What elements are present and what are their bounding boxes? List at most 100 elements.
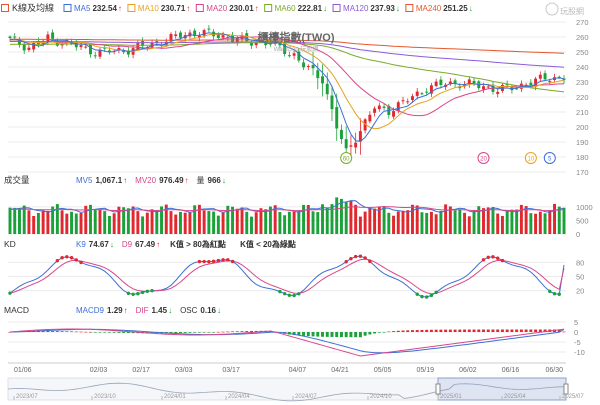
volume-bar [193, 205, 197, 234]
candle-body [98, 49, 102, 57]
volume-bar [401, 210, 405, 234]
candle-body [339, 129, 343, 140]
osc-bar [98, 332, 102, 333]
volume-bar [136, 211, 140, 234]
navigator-handle-right[interactable] [563, 383, 569, 395]
volume-bar [453, 210, 457, 234]
candle-body [325, 83, 329, 95]
navigator-handle-left[interactable] [435, 383, 441, 395]
candle-body [467, 79, 471, 85]
osc-bar [425, 329, 429, 332]
osc-bar [93, 332, 97, 333]
volume-bar [79, 212, 83, 234]
volume-bar [278, 212, 282, 234]
volume-bar [212, 211, 216, 234]
checkbox-icon[interactable] [63, 4, 72, 12]
volume-bar [482, 208, 485, 234]
ma-legend: MA5 232.54 ↑ MA10 230.71 ↑ MA20 230.01 ↑ MA60 222.… [63, 4, 473, 13]
y-tick-label: 200 [576, 123, 589, 132]
osc-bar [325, 332, 329, 337]
kd-red-dot [363, 256, 367, 260]
candle-body [46, 34, 50, 42]
candle-body [174, 34, 178, 36]
volume-bar [500, 216, 504, 234]
legend-label: MA5 [74, 4, 91, 13]
volume-bar [207, 211, 211, 234]
volume-bar [557, 206, 561, 234]
ma5-line [9, 32, 565, 142]
osc-bar [188, 332, 192, 333]
volume-bar [311, 211, 315, 234]
checkbox-icon[interactable] [405, 4, 414, 12]
candle-body [382, 106, 386, 108]
kd-green-dot [552, 292, 557, 296]
x-tick-label: 06/02 [459, 367, 477, 374]
candle-body [429, 85, 433, 94]
range-navigator[interactable]: 2023/07 2023/10 2024/01 2024/04 2024/07 2024/… [7, 377, 584, 402]
volume-bar [519, 204, 523, 234]
volume-bar [373, 208, 377, 234]
candle-body [287, 55, 291, 57]
ma-marker-label: 10 [528, 157, 535, 163]
volume-bar [392, 215, 396, 234]
osc-bar [411, 330, 414, 332]
volume-bar [250, 216, 253, 234]
volume-bar [382, 206, 386, 234]
legend-label: MACD9 [76, 306, 105, 315]
candle-body [164, 41, 168, 45]
checkbox-icon[interactable] [195, 4, 204, 12]
kd-legend: K9 74.67 ↓ D9 67.49 ↑ K值 > 80為紅點 K值 < 20為綠點 [76, 239, 296, 249]
candle-body [316, 70, 320, 79]
osc-bar [538, 329, 542, 332]
price-header-toggle[interactable]: K線及均線 [1, 2, 55, 13]
volume-bar [27, 210, 31, 234]
kd-green-dot [150, 288, 154, 293]
candle-body [60, 44, 64, 46]
chart-watermark: 櫃檯指數(TWO) [258, 30, 335, 44]
volume-bar [32, 215, 36, 234]
volume-bar [358, 216, 362, 234]
volume-bar [60, 210, 64, 234]
kd-note: K值 < 20為綠點 [240, 239, 296, 249]
y-tick-label: 20 [576, 287, 584, 296]
volume-bar [150, 209, 154, 234]
candle-body [463, 84, 467, 87]
checkbox-icon[interactable] [127, 4, 136, 12]
candle-body [18, 39, 21, 46]
candle-body [415, 91, 419, 96]
osc-bar [117, 332, 121, 333]
volume-bar [268, 206, 272, 234]
logo-text: 玩股網 [560, 6, 584, 16]
volume-bar [339, 198, 343, 234]
x-tick-label: 02/17 [132, 367, 150, 374]
y-tick-label: 190 [576, 138, 589, 147]
volume-bar [463, 212, 467, 234]
volume-bar [259, 208, 263, 234]
k9-line [9, 255, 565, 298]
candle-body [548, 81, 552, 83]
legend-value: 0.16 [200, 306, 216, 315]
candle-body [401, 100, 405, 102]
candle-body [363, 119, 367, 131]
x-tick-label: 02/03 [90, 367, 108, 374]
volume-bar [226, 205, 230, 234]
volume-bar [496, 213, 500, 234]
kd-red-dot [491, 255, 495, 259]
checkbox-icon[interactable] [332, 4, 341, 12]
checkbox-icon[interactable] [264, 4, 273, 12]
osc-bar [463, 329, 467, 332]
kd-red-dot [500, 258, 505, 263]
checkbox-icon[interactable] [1, 4, 9, 12]
volume-bar [273, 205, 277, 234]
legend-value: 251.25 [443, 4, 468, 13]
osc-bar [429, 329, 433, 332]
volume-bar [429, 211, 433, 234]
kd-green-dot [548, 289, 552, 294]
osc-bar [212, 332, 216, 333]
osc-bar [472, 329, 476, 332]
x-tick-label: 04/07 [289, 367, 307, 374]
osc-bar [434, 329, 438, 332]
osc-bar [415, 330, 419, 332]
candle-body [321, 76, 324, 84]
